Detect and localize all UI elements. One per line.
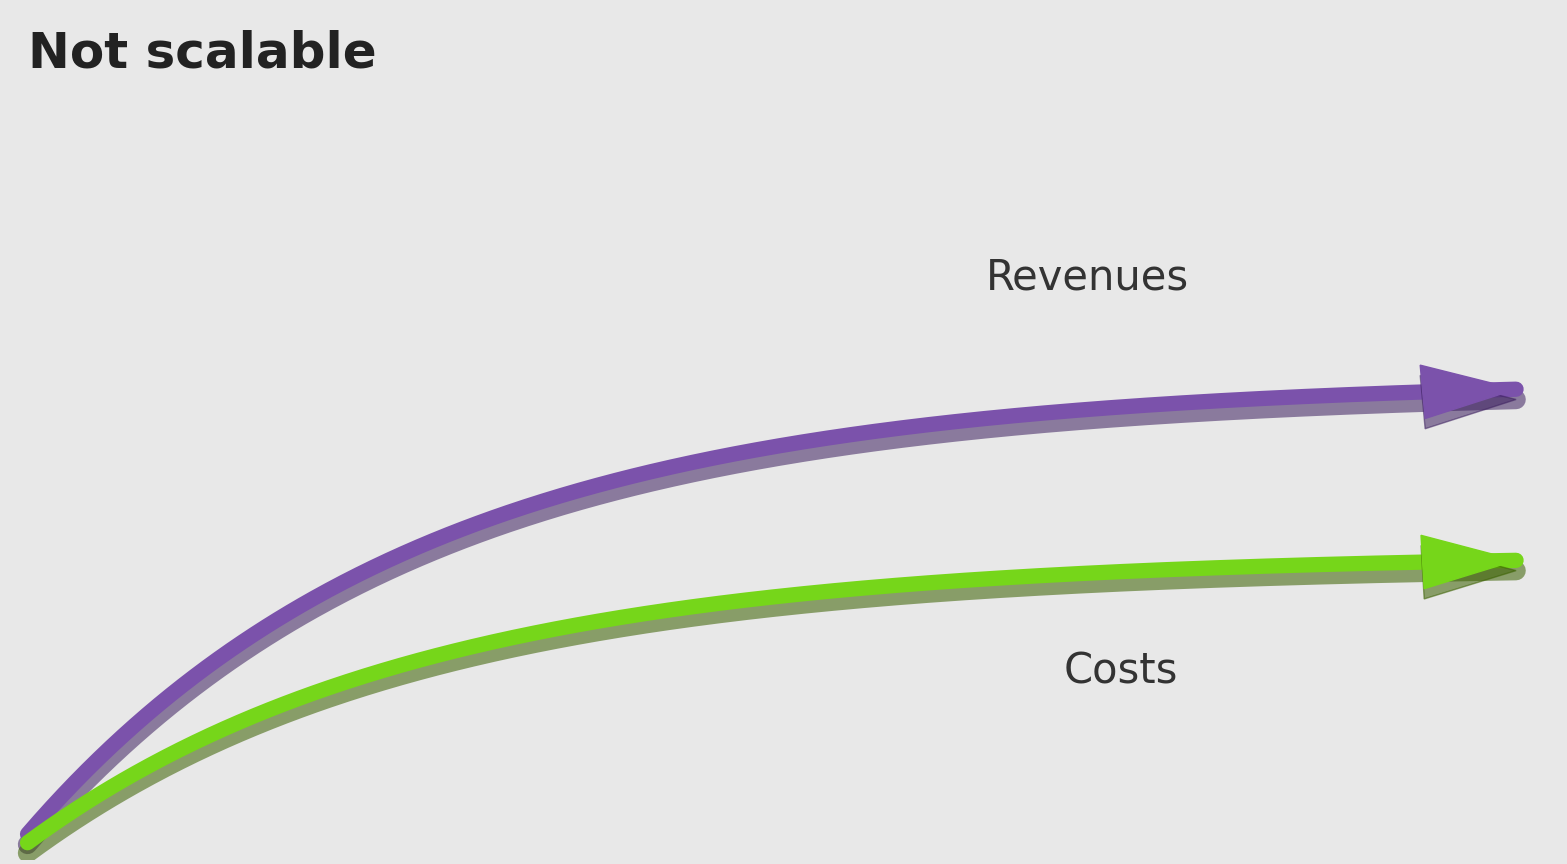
Text: Not scalable: Not scalable (28, 30, 376, 78)
Polygon shape (1421, 536, 1517, 588)
Polygon shape (1420, 376, 1517, 429)
Text: Revenues: Revenues (986, 257, 1189, 299)
Text: Costs: Costs (1064, 651, 1178, 693)
Polygon shape (1421, 545, 1517, 599)
Polygon shape (1420, 365, 1517, 418)
